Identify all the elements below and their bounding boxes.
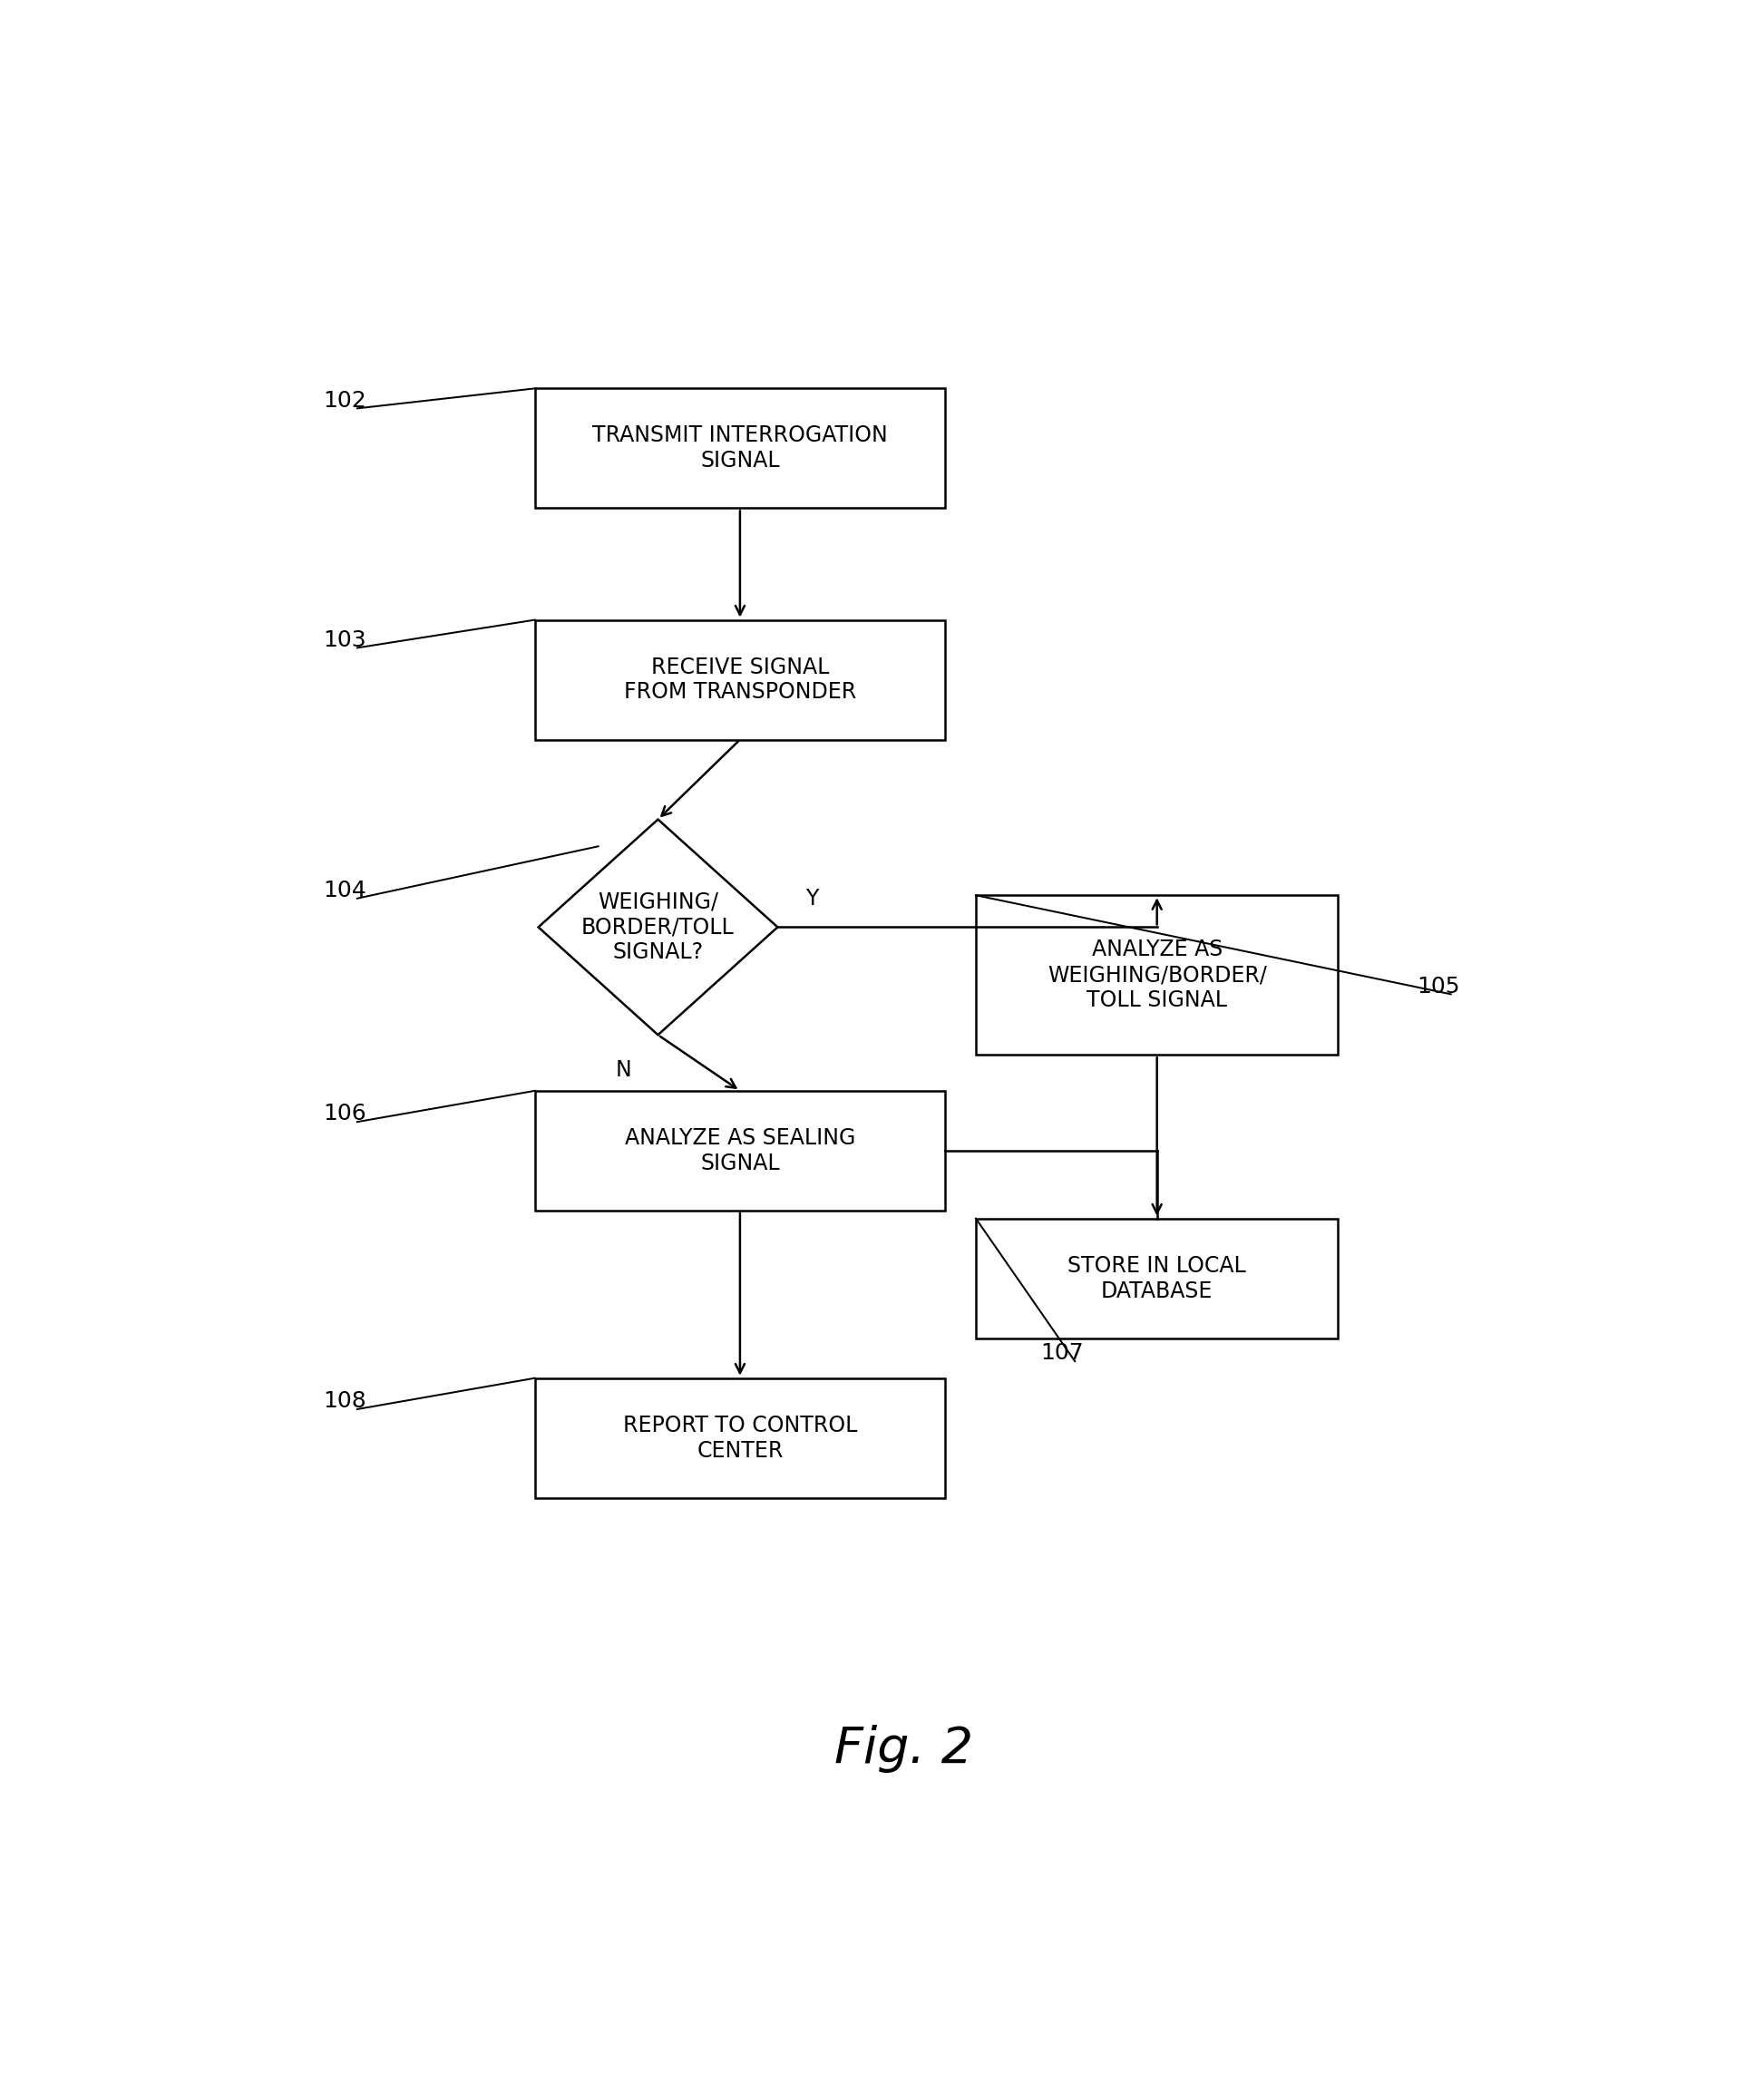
Polygon shape: [538, 819, 778, 1034]
FancyBboxPatch shape: [534, 620, 946, 740]
Text: 105: 105: [1416, 974, 1461, 997]
Text: 107: 107: [1041, 1343, 1083, 1364]
Text: 103: 103: [323, 628, 367, 651]
FancyBboxPatch shape: [534, 1379, 946, 1499]
Text: 106: 106: [323, 1103, 367, 1126]
FancyBboxPatch shape: [975, 896, 1339, 1055]
Text: ANALYZE AS
WEIGHING/BORDER/
TOLL SIGNAL: ANALYZE AS WEIGHING/BORDER/ TOLL SIGNAL: [1048, 939, 1267, 1012]
Text: REPORT TO CONTROL
CENTER: REPORT TO CONTROL CENTER: [623, 1414, 857, 1461]
Text: 104: 104: [323, 879, 367, 902]
Text: N: N: [616, 1059, 632, 1080]
Text: 108: 108: [323, 1391, 367, 1412]
Text: RECEIVE SIGNAL
FROM TRANSPONDER: RECEIVE SIGNAL FROM TRANSPONDER: [624, 657, 856, 703]
Text: Y: Y: [804, 887, 818, 910]
FancyBboxPatch shape: [534, 388, 946, 508]
Text: ANALYZE AS SEALING
SIGNAL: ANALYZE AS SEALING SIGNAL: [624, 1128, 856, 1173]
Text: Fig. 2: Fig. 2: [834, 1725, 974, 1772]
FancyBboxPatch shape: [534, 1090, 946, 1211]
Text: TRANSMIT INTERROGATION
SIGNAL: TRANSMIT INTERROGATION SIGNAL: [593, 425, 887, 473]
Text: WEIGHING/
BORDER/TOLL
SIGNAL?: WEIGHING/ BORDER/TOLL SIGNAL?: [582, 891, 734, 964]
FancyBboxPatch shape: [975, 1219, 1339, 1339]
Text: 102: 102: [323, 390, 367, 410]
Text: STORE IN LOCAL
DATABASE: STORE IN LOCAL DATABASE: [1067, 1254, 1245, 1302]
